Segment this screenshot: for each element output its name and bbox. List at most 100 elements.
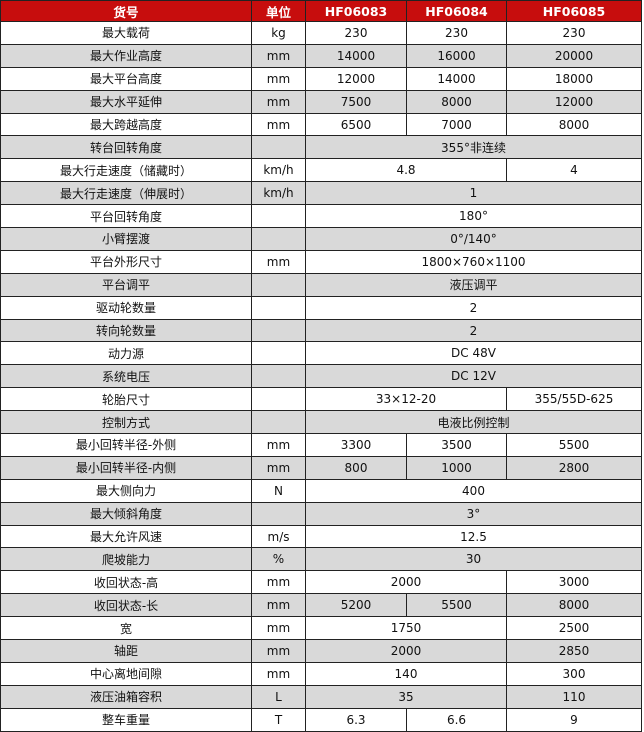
spec-unit [251,318,306,343]
spec-value: 4 [506,158,642,183]
spec-unit [251,341,306,366]
spec-value: 7000 [406,112,507,137]
spec-value: 6500 [305,112,407,137]
spec-value: 300 [506,661,642,686]
spec-label: 平台调平 [0,272,252,297]
spec-unit: mm [251,570,306,595]
spec-value: 355°非连续 [305,135,642,160]
spec-unit: m/s [251,524,306,549]
spec-label: 整车重量 [0,707,252,732]
spec-value: 8000 [506,593,642,618]
spec-label: 转向轮数量 [0,318,252,343]
spec-value: 8000 [506,112,642,137]
table-row: 最大载荷 kg 230 230 230 [0,21,642,45]
spec-value: 3300 [305,433,407,457]
spec-unit [251,227,306,251]
spec-label: 最大允许风速 [0,524,252,549]
spec-label: 转台回转角度 [0,135,252,160]
spec-label: 最大平台高度 [0,66,252,91]
spec-unit: mm [251,249,306,274]
spec-value: 3500 [406,433,507,457]
header-hf06084: HF06084 [406,0,507,22]
spec-value: 355/55D-625 [506,387,642,412]
spec-unit [251,387,306,412]
spec-label: 轮胎尺寸 [0,387,252,412]
table-row: 最大行走速度（伸展时） km/h 1 [0,181,642,206]
spec-label: 小臂摆渡 [0,227,252,251]
spec-unit: km/h [251,181,306,206]
spec-label: 最大侧向力 [0,478,252,503]
spec-label: 收回状态-长 [0,593,252,618]
spec-unit: km/h [251,158,306,183]
spec-label: 最大作业高度 [0,43,252,68]
spec-label: 最大行走速度（伸展时） [0,181,252,206]
spec-value: 电液比例控制 [305,410,642,435]
spec-value: 14000 [305,43,407,68]
spec-value: 1 [305,181,642,206]
spec-label: 爬坡能力 [0,547,252,572]
spec-value: 5500 [406,593,507,618]
header-row: 货号 单位 HF06083 HF06084 HF06085 [0,0,642,22]
table-row: 小臂摆渡 0°/140° [0,227,642,251]
spec-value: 9 [506,707,642,732]
table-row: 最大倾斜角度 3° [0,501,642,526]
spec-value: 4.8 [305,158,507,183]
spec-label: 中心离地间隙 [0,661,252,686]
spec-value: 14000 [406,66,507,91]
spec-label: 最大跨越高度 [0,112,252,137]
table-row: 最小回转半径-内侧 mm 800 1000 2800 [0,455,642,480]
spec-label: 最大行走速度（储藏时） [0,158,252,183]
spec-value: DC 12V [305,364,642,389]
spec-value: 2500 [506,616,642,641]
spec-label: 平台外形尺寸 [0,249,252,274]
table-row: 最大侧向力 N 400 [0,478,642,503]
table-row: 最大平台高度 mm 12000 14000 18000 [0,66,642,91]
spec-value: 液压调平 [305,272,642,297]
table-row: 轮胎尺寸 33×12-20 355/55D-625 [0,387,642,412]
spec-value: 2 [305,318,642,343]
spec-label: 动力源 [0,341,252,366]
spec-label: 系统电压 [0,364,252,389]
table-row: 收回状态-高 mm 2000 3000 [0,570,642,595]
spec-unit [251,135,306,160]
spec-label: 液压油箱容积 [0,684,252,709]
spec-value: 7500 [305,89,407,114]
table-row: 平台回转角度 180° [0,204,642,229]
header-unit: 单位 [251,0,306,22]
header-hf06085: HF06085 [506,0,642,22]
spec-unit [251,501,306,526]
spec-value: 5200 [305,593,407,618]
spec-unit [251,364,306,389]
spec-value: 400 [305,478,642,503]
spec-unit: kg [251,21,306,45]
table-row: 最小回转半径-外侧 mm 3300 3500 5500 [0,433,642,457]
spec-unit: mm [251,455,306,480]
table-row: 系统电压 DC 12V [0,364,642,389]
table-row: 最大水平延伸 mm 7500 8000 12000 [0,89,642,114]
table-row: 平台调平 液压调平 [0,272,642,297]
spec-unit [251,272,306,297]
spec-label: 最大载荷 [0,21,252,45]
spec-label: 平台回转角度 [0,204,252,229]
spec-value: 230 [305,21,407,45]
spec-value: 180° [305,204,642,229]
spec-label: 最大水平延伸 [0,89,252,114]
spec-value: 230 [506,21,642,45]
spec-value: 12.5 [305,524,642,549]
spec-value: 0°/140° [305,227,642,251]
spec-unit: mm [251,66,306,91]
spec-value: 2 [305,295,642,320]
table-row: 最大作业高度 mm 14000 16000 20000 [0,43,642,68]
spec-value: 110 [506,684,642,709]
table-row: 转台回转角度 355°非连续 [0,135,642,160]
spec-unit: mm [251,616,306,641]
table-row: 液压油箱容积 L 35 110 [0,684,642,709]
spec-value: 3000 [506,570,642,595]
spec-value: 2000 [305,570,507,595]
spec-unit [251,410,306,435]
spec-value: 800 [305,455,407,480]
spec-value: DC 48V [305,341,642,366]
spec-unit: mm [251,639,306,663]
spec-unit [251,204,306,229]
